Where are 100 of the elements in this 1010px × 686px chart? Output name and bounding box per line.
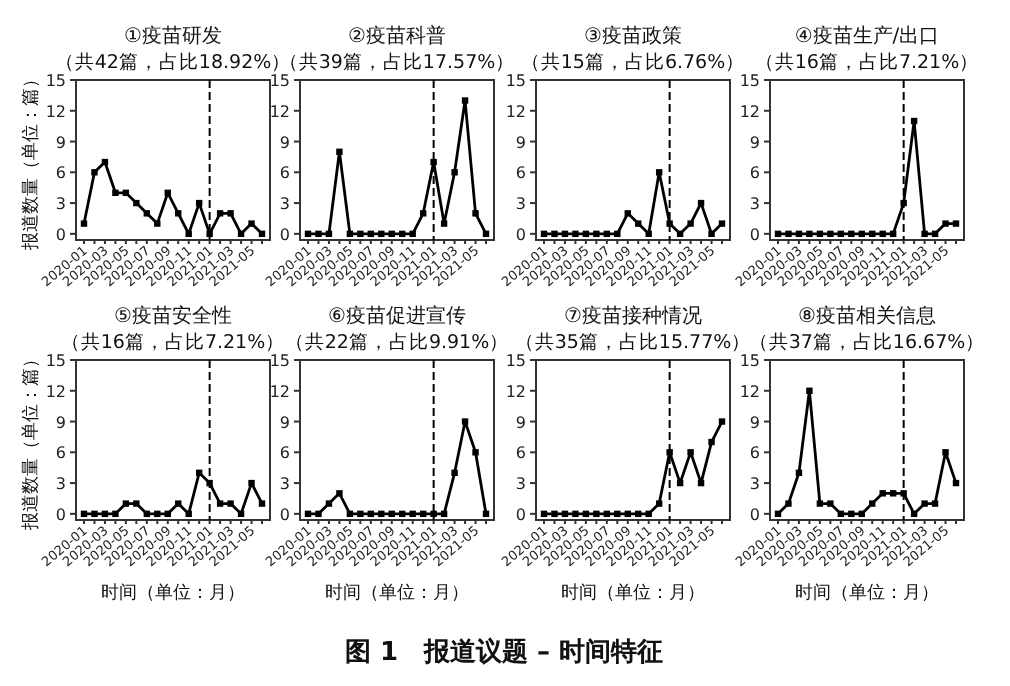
y-tick-label: 15	[739, 72, 760, 90]
chart-subtitle: （共16篇，占比7.21%）	[60, 330, 286, 354]
point	[451, 469, 458, 477]
y-tick-label: 9	[515, 133, 526, 152]
y-tick-label: 0	[515, 225, 526, 244]
y-tick-label: 12	[269, 102, 290, 121]
chart-title: ①疫苗研发	[124, 24, 222, 48]
chart-title: ⑥疫苗促进宣传	[328, 304, 466, 328]
y-tick-label: 15	[505, 352, 526, 370]
y-tick-label: 9	[279, 413, 290, 432]
point	[315, 230, 322, 238]
point	[708, 230, 715, 238]
y-tick-label: 3	[279, 195, 290, 214]
y-tick-label: 6	[55, 164, 66, 183]
y-tick-label: 0	[515, 505, 526, 524]
point	[942, 449, 949, 456]
point	[921, 230, 928, 238]
point	[889, 490, 897, 497]
y-tick-label: 3	[279, 475, 290, 494]
y-tick-label: 6	[749, 164, 760, 183]
point	[718, 418, 726, 425]
y-tick-label: 15	[505, 72, 526, 90]
chart-title: ⑧疫苗相关信息	[798, 304, 936, 328]
point	[461, 97, 469, 104]
point	[175, 210, 182, 217]
point	[472, 449, 479, 456]
y-tick-label: 0	[279, 505, 290, 524]
point	[551, 510, 558, 518]
point	[921, 500, 928, 507]
y-tick-label: 12	[505, 382, 526, 401]
chart-subtitle: （共22篇，占比9.91%）	[284, 330, 510, 354]
point	[91, 510, 98, 518]
y-tick-label: 3	[55, 195, 66, 214]
y-tick-label: 9	[55, 413, 66, 432]
y-tick-label: 9	[749, 413, 760, 432]
point	[593, 230, 600, 238]
point	[80, 220, 88, 227]
chart-subtitle: （共35篇，占比15.77%）	[514, 330, 752, 354]
point	[357, 230, 364, 238]
y-tick-label: 15	[269, 352, 290, 370]
point	[248, 479, 255, 487]
y-tick-label: 3	[749, 475, 760, 494]
point	[655, 169, 663, 176]
point	[315, 510, 322, 518]
point	[572, 230, 579, 238]
y-tick-label: 15	[45, 72, 66, 90]
y-axis-title: 报道数量（单位：篇）	[20, 70, 42, 252]
point	[785, 230, 792, 238]
point	[900, 490, 907, 497]
point	[451, 169, 458, 176]
point	[248, 220, 255, 227]
chart-title: ④疫苗生产/出口	[794, 24, 940, 48]
y-tick-label: 0	[749, 505, 760, 524]
point	[687, 220, 694, 227]
point	[816, 500, 824, 507]
point	[258, 500, 266, 507]
y-axis-title: 报道数量（单位：篇）	[20, 350, 42, 532]
point	[216, 210, 224, 217]
point	[472, 210, 479, 217]
point	[931, 500, 939, 507]
point	[551, 230, 558, 238]
point	[143, 210, 151, 217]
y-tick-label: 15	[45, 352, 66, 370]
point	[900, 199, 907, 207]
point	[154, 220, 161, 227]
y-tick-label: 0	[279, 225, 290, 244]
point	[227, 210, 234, 217]
point	[827, 230, 834, 238]
point	[227, 500, 234, 507]
point	[122, 500, 130, 507]
y-tick-label: 3	[515, 475, 526, 494]
x-axis-title: 时间（单位：月）	[325, 582, 469, 604]
point	[806, 387, 813, 394]
point	[572, 510, 579, 518]
point	[133, 500, 140, 507]
y-tick-label: 9	[515, 413, 526, 432]
x-axis-title: 时间（单位：月）	[561, 582, 705, 604]
point	[357, 510, 364, 518]
point	[879, 490, 886, 497]
y-tick-label: 15	[269, 72, 290, 90]
y-tick-label: 6	[515, 164, 526, 183]
y-tick-label: 0	[55, 505, 66, 524]
point	[942, 220, 949, 227]
point	[112, 189, 119, 197]
x-axis-title: 时间（单位：月）	[101, 582, 245, 604]
chart-subtitle: （共15篇，占比6.76%）	[520, 50, 746, 74]
point	[419, 210, 427, 217]
y-tick-label: 6	[749, 444, 760, 463]
y-tick-label: 6	[55, 444, 66, 463]
y-tick-label: 12	[45, 382, 66, 401]
point	[430, 158, 437, 166]
point	[133, 199, 140, 207]
y-tick-label: 6	[279, 444, 290, 463]
point	[666, 449, 673, 456]
point	[624, 210, 631, 217]
x-axis-title: 时间（单位：月）	[795, 582, 939, 604]
y-tick-label: 3	[55, 475, 66, 494]
y-tick-label: 12	[45, 102, 66, 121]
point	[461, 418, 469, 425]
y-tick-label: 6	[515, 444, 526, 463]
